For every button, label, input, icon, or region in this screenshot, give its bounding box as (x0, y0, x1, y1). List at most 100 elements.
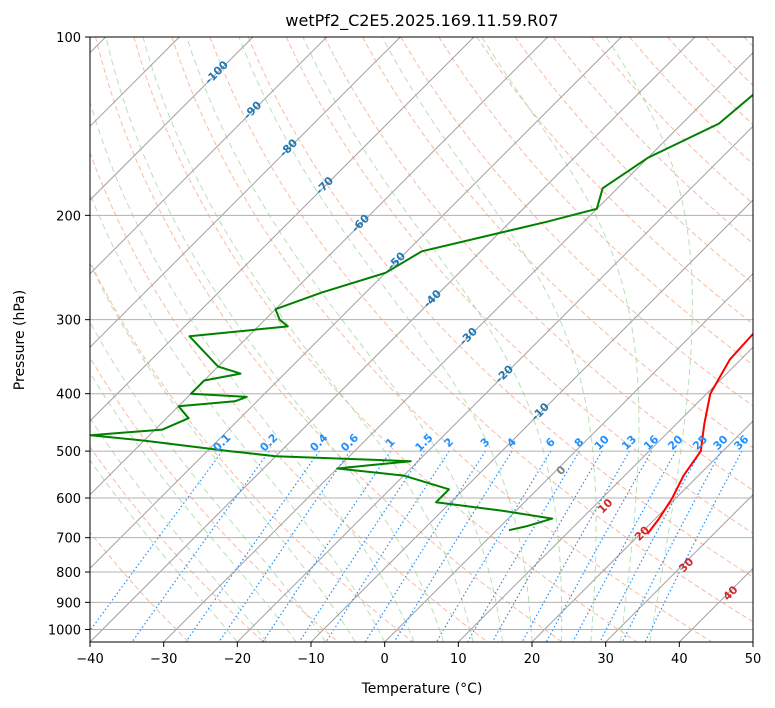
moist-adiabat (90, 262, 356, 642)
temperature-line (646, 332, 753, 535)
dry-adiabat (438, 37, 753, 366)
mixing-ratio-line (572, 450, 677, 642)
dry-adiabat (705, 37, 753, 87)
isotherm (90, 37, 549, 496)
x-tick-label: 30 (597, 652, 614, 667)
mixing-ratio-label: 6 (543, 435, 558, 450)
mixing-ratio-line (185, 450, 320, 642)
moist-adiabat (105, 37, 445, 642)
moist-adiabat (90, 321, 327, 642)
moist-adiabat (238, 37, 533, 642)
mixing-ratio-label: 36 (731, 432, 751, 452)
y-tick-label: 600 (56, 492, 81, 507)
x-tick-label: −10 (297, 652, 324, 667)
mixing-ratio-line (491, 450, 603, 642)
isotherm-label: -20 (493, 362, 516, 385)
mixing-ratio-label: 10 (592, 432, 612, 452)
mixing-ratio-label: 20 (665, 432, 685, 452)
x-axis: −40 −30 −20 −10 0 10 20 30 40 50 (76, 642, 761, 667)
isotherm (90, 37, 254, 201)
dry-adiabat (90, 260, 414, 642)
dry-adiabat (90, 356, 339, 642)
y-tick-label: 700 (56, 532, 81, 547)
y-tick-label: 500 (56, 445, 81, 460)
y-tick-label: 900 (56, 596, 81, 611)
plot-frame (89, 36, 754, 643)
dry-adiabat (95, 37, 563, 642)
chart-title: wetPf2_C2E5.2025.169.11.59.R07 (285, 11, 558, 31)
isotherm (90, 37, 622, 570)
isotherm (90, 37, 328, 275)
isotherm (752, 641, 753, 642)
isotherm-label: -90 (241, 98, 264, 121)
dry-adiabat (90, 445, 264, 642)
mixing-ratio-line (131, 450, 270, 642)
isotherm-label: -10 (529, 400, 552, 423)
moist-adiabat (142, 37, 474, 642)
mixing-ratio-label: 3 (478, 435, 493, 450)
isotherm (236, 125, 753, 642)
moist-adiabat (481, 37, 640, 642)
moist-adiabat-label: 10 (595, 496, 615, 516)
x-tick-label: −20 (224, 652, 251, 667)
moist-adiabat (605, 37, 693, 642)
dry-adiabat (171, 37, 712, 642)
y-axis-title: Pressure (hPa) (12, 290, 28, 390)
isotherm (457, 346, 753, 642)
dry-adiabat (133, 37, 638, 642)
moist-adiabat (381, 37, 597, 642)
isotherm-label: -40 (421, 287, 444, 310)
isotherm (90, 37, 696, 642)
mixing-ratio-line (466, 450, 580, 642)
y-tick-label: 400 (56, 388, 81, 403)
moist-adiabat (302, 37, 563, 642)
dry-adiabat (90, 151, 488, 642)
moist-adiabat (90, 459, 238, 642)
mixing-ratio-label: 2 (442, 435, 457, 450)
mixing-ratio-line (298, 450, 425, 642)
mixing-ratio-line (545, 450, 653, 642)
y-tick-label: 1000 (48, 623, 81, 638)
isotherm (384, 272, 753, 642)
x-axis-title: Temperature (°C) (361, 681, 483, 697)
mixing-ratio-label: 16 (641, 432, 661, 452)
moist-adiabat (90, 100, 415, 642)
isotherm-label: -100 (202, 58, 231, 87)
mixing-ratio-line (218, 450, 351, 642)
dry-adiabat (552, 37, 753, 245)
x-tick-label: 20 (524, 652, 541, 667)
y-axis: 100 200 300 400 500 600 700 800 900 1000 (48, 31, 90, 638)
mixing-ratio-line (644, 450, 743, 642)
y-tick-label: 200 (56, 209, 81, 224)
dry-adiabat (362, 37, 753, 449)
background-lines (90, 37, 753, 642)
mixing-ratio-line (521, 450, 631, 642)
isotherm (310, 199, 753, 642)
x-tick-label: 0 (381, 652, 389, 667)
dry-adiabat (90, 531, 190, 642)
mixing-ratio-line (621, 450, 722, 642)
dry-adiabat (323, 37, 753, 491)
moist-adiabat (90, 192, 386, 642)
mixing-ratio-label: 4 (504, 435, 519, 450)
isotherm (678, 567, 753, 642)
x-tick-label: 50 (745, 652, 762, 667)
mixing-ratio-line (262, 450, 392, 642)
mixing-ratio-label: 8 (572, 435, 587, 450)
isotherm (605, 493, 753, 642)
dry-adiabat (400, 37, 753, 407)
dry-adiabat (209, 37, 753, 623)
moist-adiabat (90, 371, 297, 642)
moist-adiabat-label: 40 (721, 583, 741, 603)
moist-adiabat-label: 20 (632, 523, 652, 543)
mixing-ratio-label: 25 (690, 433, 710, 453)
x-tick-label: −40 (76, 652, 103, 667)
mixing-ratio-line (393, 450, 513, 642)
pressure-grid (90, 37, 753, 630)
isotherm (90, 37, 475, 422)
mixing-ratio-label: 13 (619, 433, 639, 453)
x-tick-label: −30 (150, 652, 177, 667)
dewpoint-line (90, 93, 753, 532)
moist-adiabat (90, 417, 268, 642)
